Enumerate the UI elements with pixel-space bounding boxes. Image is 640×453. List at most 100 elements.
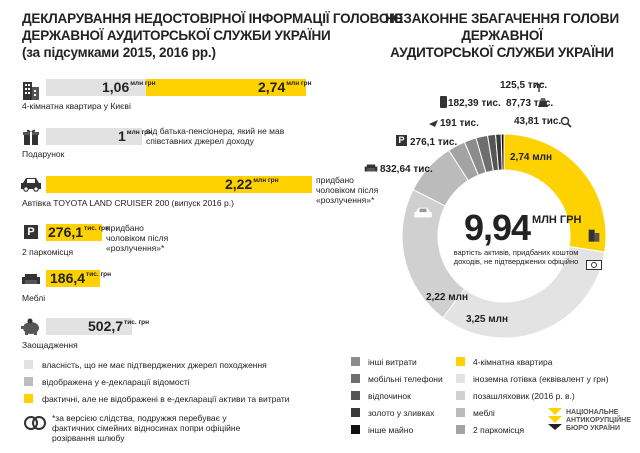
legend-swatch-cash [456,374,465,383]
parking-bar [46,224,102,241]
gift-note: від батька-пенсіонера, який не мав співс… [146,126,285,146]
legend-declared: відображена у е-декларації відомості [42,377,190,387]
parking-unit: тис. грн [84,225,110,232]
gift-bar [46,128,142,145]
right-title: НЕЗАКОННЕ ЗБАГАЧЕННЯ ГОЛОВИ ДЕРЖАВНОЇ АУ… [372,10,632,61]
parking-note: придбано чоловіком після «розлучення»* [106,223,169,253]
ann-parking-value: 276,1 тис. [410,137,458,148]
furniture-bar [46,270,100,287]
donut-cash-icon [586,260,602,270]
legend-parking: 2 паркомісця [473,425,525,435]
legend-swatch-parking [456,425,465,434]
ann-vacation-value: 125,5 тис. [500,80,548,91]
donut-center-unit: МЛН ГРН [532,214,582,226]
legend-phones: мобільні телефони [368,374,443,384]
ann-apartment: 2,74 млн [510,152,552,163]
legend-swatch-apartment [456,357,465,366]
nabu-logo-line-3: БЮРО УКРАЇНИ [566,425,620,432]
apartment-unit-1: млн грн [130,80,156,87]
ann-other-expenses-value: 191 тис. [440,118,479,129]
car-icon [21,178,41,192]
savings-value-number: 502,7 [88,318,124,334]
ann-gold: 87,73 тис. [506,98,553,109]
parking-icon: P [24,225,38,239]
apartment-caption: 4-кімнатна квартира у Києві [22,101,131,111]
legend-undeclared: фактичні, але не відображені в е-деклара… [42,394,290,404]
legend-box-undeclared [24,394,33,403]
car-note: придбано чоловіком після «розлучення»* [316,175,379,205]
ann-gold-value: 87,73 тис. [506,98,554,109]
building-icon [23,82,39,100]
apartment-value-1: 1,06млн грн [102,79,156,96]
donut-slice-9 [500,133,505,171]
donut-parking-icon: P [396,135,407,146]
ann-phones-value: 182,39 тис. [448,98,501,109]
donut-center-value: 9,94 [463,207,531,248]
nabu-logo-text: НАЦІОНАЛЬНЕ АНТИКОРУПЦІЙНЕ БЮРО УКРАЇНИ [566,409,631,433]
savings-value: 502,7тис. грн [88,318,149,335]
right-title-line-2: АУДИТОРСЬКОЇ СЛУЖБИ УКРАЇНИ [390,45,614,60]
right-title-line-1: НЕЗАКОННЕ ЗБАГАЧЕННЯ ГОЛОВИ ДЕРЖАВНОЇ [385,11,619,43]
donut-center: 9,94 МЛН ГРН вартість активів, придбаних … [446,210,586,267]
legend-swatch-phones [351,374,360,383]
ann-furniture: 832,64 тис. [380,164,433,175]
savings-caption: Заощадження [22,340,78,350]
donut-phone-icon [440,96,447,108]
nabu-logo-icon [548,408,562,430]
ann-vacation: 125,5 тис. [500,80,547,91]
apartment-value-2-number: 2,74 [258,79,286,95]
donut-gold-icon [538,98,548,107]
ann-furniture-value: 832,64 тис. [380,164,433,175]
furniture-value: 186,4тис. грн [50,270,112,287]
legend-furniture: меблі [473,408,495,418]
sofa-icon [22,274,40,284]
ann-cash: 3,25 млн [466,314,508,325]
legend-vacation: відпочинок [368,391,411,401]
car-unit: млн грн [253,177,279,184]
legend-car: позашляховик (2016 р. в.) [473,391,575,401]
legend-box-unsourced [24,360,33,369]
parking-caption: 2 паркомісця [22,247,74,257]
donut-plane-icon [429,120,438,127]
apartment-value-2: 2,74млн грн [258,79,312,96]
parking-value: 276,1тис. грн [48,224,110,241]
ann-car-value: 2,22 млн [426,292,469,303]
legend-swatch-other-property [351,425,360,434]
legend-gold: золото у зливках [368,408,435,418]
ann-cash-value: 3,25 млн [466,314,509,325]
legend-swatch-furniture [456,408,465,417]
furniture-caption: Меблі [22,293,46,303]
ann-other-expenses: 191 тис. [440,118,479,129]
donut-chart [401,133,607,339]
legend-cash: іноземна готівка (еквівалент у грн) [473,374,609,384]
donut-center-text: вартість активів, придбаних коштом доход… [453,248,579,266]
legend-other-property: інше майно [368,425,414,435]
donut-magnifier-icon [560,116,572,128]
left-title-line-2: ДЕРЖАВНОЇ АУДИТОРСЬКОЇ СЛУЖБИ УКРАЇНИ [22,28,331,43]
legend-swatch-gold [351,408,360,417]
footnote: *за версією слідства, подружжя перебуває… [52,413,241,443]
piggy-bank-icon [21,318,39,335]
donut-center-total: 9,94 МЛН ГРН [446,210,586,246]
legend-apartment: 4-кімнатна квартира [473,357,553,367]
donut-car-icon [414,207,432,218]
gift-value: 1млн грн [118,128,152,145]
gift-caption: Подарунок [22,149,65,159]
legend-other-expenses: інші витрати [368,357,417,367]
legend-box-declared [24,377,33,386]
donut-palm-icon [533,82,545,92]
apartment-bar-actual [146,79,306,96]
ann-parking: 276,1 тис. [410,137,457,148]
legend-swatch-vacation [351,391,360,400]
donut-sofa-icon [364,164,378,172]
car-bar [46,176,312,193]
left-title-line-1: ДЕКЛАРУВАННЯ НЕДОСТОВІРНОЇ ІНФОРМАЦІЇ ГО… [22,11,403,26]
ann-car: 2,22 млн [426,292,468,303]
ann-phones: 182,39 тис. [448,98,501,109]
furniture-value-number: 186,4 [50,270,86,286]
legend-swatch-car [456,391,465,400]
ann-apartment-value: 2,74 млн [510,152,553,163]
car-value: 2,22млн грн [225,176,279,193]
ann-other-property-value: 43,81 тис. [514,116,562,127]
furniture-unit: тис. грн [86,271,112,278]
